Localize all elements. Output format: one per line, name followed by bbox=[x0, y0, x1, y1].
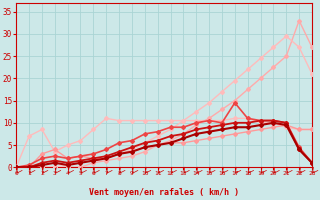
X-axis label: Vent moyen/en rafales ( km/h ): Vent moyen/en rafales ( km/h ) bbox=[89, 188, 239, 197]
